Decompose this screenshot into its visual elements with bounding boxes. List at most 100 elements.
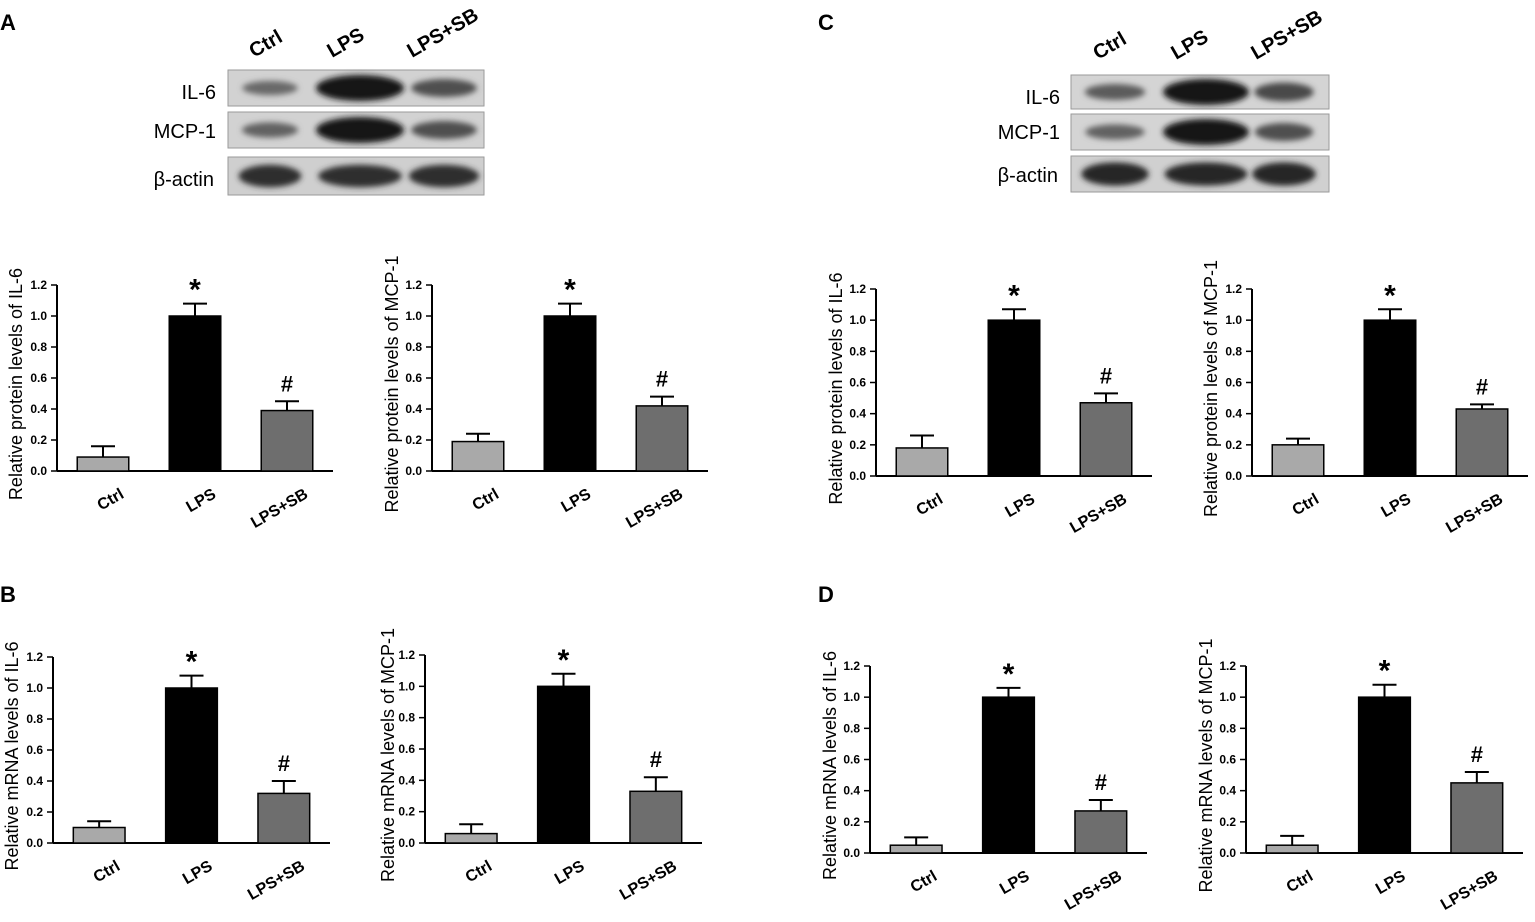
panel-letter-b: B	[0, 582, 16, 607]
b-il6-bar-lps	[164, 687, 219, 844]
b-mcp1-ytick-label: 0.0	[398, 836, 415, 850]
d-il6-y-axis-label: Relative mRNA levels of IL-6	[820, 651, 840, 880]
band-mcp1-lps-sb	[411, 121, 477, 139]
b-mcp1-xtick-label-lps-sb: LPS+SB	[617, 858, 680, 904]
d-mcp1-significance-lps: *	[1379, 655, 1391, 688]
blot-c-row-label-mcp1: MCP-1	[998, 122, 1060, 144]
a-mcp1-significance-lps-sb: #	[656, 367, 668, 392]
d-mcp1-bar-lps	[1357, 696, 1412, 854]
c-il6-ytick-label: 0.2	[849, 438, 866, 452]
c-mcp1-bar-lps	[1363, 319, 1417, 477]
a-mcp1-ytick-label: 0.6	[405, 371, 422, 385]
c-mcp1-significance-lps-sb: #	[1476, 374, 1488, 399]
d-il6-bar-ctrl	[889, 844, 943, 854]
c-il6-ytick-label: 0.8	[849, 344, 866, 358]
chart-a-il6: 0.0 0.2 0.4 0.6 0.8 1.0 1.2 Relative protein le…	[6, 268, 333, 532]
a-mcp1-ytick-label: 0.8	[405, 340, 422, 354]
c-mcp1-y-axis-label: Relative protein levels of MCP-1	[1201, 260, 1221, 517]
d-il6-ytick-label: 0.6	[843, 753, 860, 767]
d-il6-ytick-label: 0.4	[843, 784, 860, 798]
c-il6-significance-lps-sb: #	[1100, 363, 1112, 388]
band-actin-lps-sb	[408, 164, 480, 188]
c-il6-ytick-label: 0.0	[849, 469, 866, 483]
d-mcp1-ytick-label: 0.2	[1219, 815, 1236, 829]
a-mcp1-y-axis-label: Relative protein levels of MCP-1	[382, 255, 402, 512]
blot-a-row-label-il6: IL-6	[182, 82, 216, 104]
a-mcp1-ytick-label: 0.0	[405, 464, 422, 478]
c-il6-bar-lps	[987, 319, 1041, 477]
c-il6-y-axis-label: Relative protein levels of IL-6	[826, 272, 846, 504]
d-il6-bar-lps	[981, 696, 1036, 854]
d-mcp1-bar-lps-sb	[1450, 782, 1504, 854]
chart-c-mcp1: 0.0 0.2 0.4 0.6 0.8 1.0 1.2 Relative protein le…	[1201, 260, 1528, 537]
b-mcp1-bar-lps-sb	[629, 790, 683, 844]
b-mcp1-bar-lps	[536, 685, 591, 844]
a-il6-ytick-label: 0.0	[30, 464, 47, 478]
d-mcp1-ytick-label: 1.2	[1219, 659, 1236, 673]
b-il6-significance-lps: *	[186, 646, 198, 679]
d-il6-significance-lps: *	[1003, 658, 1015, 691]
western-blot-a: Ctrl LPS LPS+SB IL-6 MCP-1 β-actin	[154, 4, 485, 196]
b-il6-xtick-label-ctrl: Ctrl	[91, 858, 123, 887]
blot-a-lane-lps-sb: LPS+SB	[404, 4, 483, 62]
c-mcp1-bar-ctrl	[1271, 444, 1325, 477]
blot-c-lane-lps-sb: LPS+SB	[1248, 6, 1327, 64]
band-actin-lps-sb	[1252, 162, 1316, 186]
b-mcp1-ytick-label: 0.4	[398, 773, 415, 787]
b-il6-ytick-label: 0.8	[26, 712, 43, 726]
a-mcp1-xtick-label-ctrl: Ctrl	[470, 486, 502, 515]
c-il6-xtick-label-lps-sb: LPS+SB	[1067, 491, 1130, 537]
band-mcp1-ctrl	[241, 122, 299, 138]
band-il6-ctrl	[1084, 83, 1146, 101]
blot-a-lane-lps: LPS	[324, 24, 369, 63]
b-mcp1-significance-lps-sb: #	[650, 747, 662, 772]
c-il6-xtick-label-lps: LPS	[1003, 491, 1039, 521]
c-il6-ytick-label: 0.4	[849, 407, 866, 421]
b-mcp1-ytick-label: 0.8	[398, 711, 415, 725]
band-mcp1-lps-sb	[1254, 123, 1314, 141]
d-mcp1-xtick-label-lps-sb: LPS+SB	[1438, 868, 1501, 914]
band-il6-lps-sb	[1254, 82, 1314, 102]
a-il6-ytick-label: 1.2	[30, 278, 47, 292]
b-il6-ytick-label: 0.6	[26, 743, 43, 757]
d-il6-xtick-label-lps: LPS	[997, 868, 1033, 898]
band-il6-lps	[1163, 79, 1249, 105]
d-il6-ytick-label: 0.2	[843, 815, 860, 829]
c-mcp1-ytick-label: 0.0	[1225, 469, 1242, 483]
d-mcp1-ytick-label: 0.0	[1219, 846, 1236, 860]
blot-c-row-label-beta-actin: β-actin	[998, 165, 1058, 187]
c-mcp1-ytick-label: 0.6	[1225, 376, 1242, 390]
c-mcp1-significance-lps: *	[1384, 279, 1396, 312]
c-il6-significance-lps: *	[1008, 279, 1020, 312]
d-il6-significance-lps-sb: #	[1095, 770, 1107, 795]
a-il6-ytick-label: 0.4	[30, 402, 47, 416]
panel-letter-a: A	[0, 10, 16, 35]
band-il6-lps-sb	[411, 79, 477, 97]
c-il6-bar-lps-sb	[1079, 402, 1133, 477]
blot-a-lane-ctrl: Ctrl	[246, 26, 287, 62]
panel-letter-c: C	[818, 10, 834, 35]
b-il6-ytick-label: 1.0	[26, 681, 43, 695]
a-mcp1-ytick-label: 0.2	[405, 433, 422, 447]
d-mcp1-significance-lps-sb: #	[1471, 742, 1483, 767]
a-il6-bar-lps	[168, 315, 222, 472]
c-mcp1-xtick-label-lps: LPS	[1379, 491, 1415, 521]
d-il6-ytick-label: 1.2	[843, 659, 860, 673]
band-mcp1-lps	[316, 117, 404, 143]
d-mcp1-ytick-label: 1.0	[1219, 690, 1236, 704]
c-mcp1-bar-lps-sb	[1455, 408, 1509, 477]
d-mcp1-xtick-label-lps: LPS	[1373, 868, 1409, 898]
a-il6-ytick-label: 1.0	[30, 309, 47, 323]
a-mcp1-ytick-label: 0.4	[405, 402, 422, 416]
a-il6-significance-lps: *	[189, 274, 201, 307]
a-mcp1-bar-lps	[543, 315, 597, 472]
blot-c-bands	[1081, 79, 1316, 186]
b-mcp1-bar-ctrl	[444, 832, 498, 844]
a-mcp1-bar-lps-sb	[635, 405, 689, 472]
a-mcp1-ytick-label: 1.2	[405, 278, 422, 292]
